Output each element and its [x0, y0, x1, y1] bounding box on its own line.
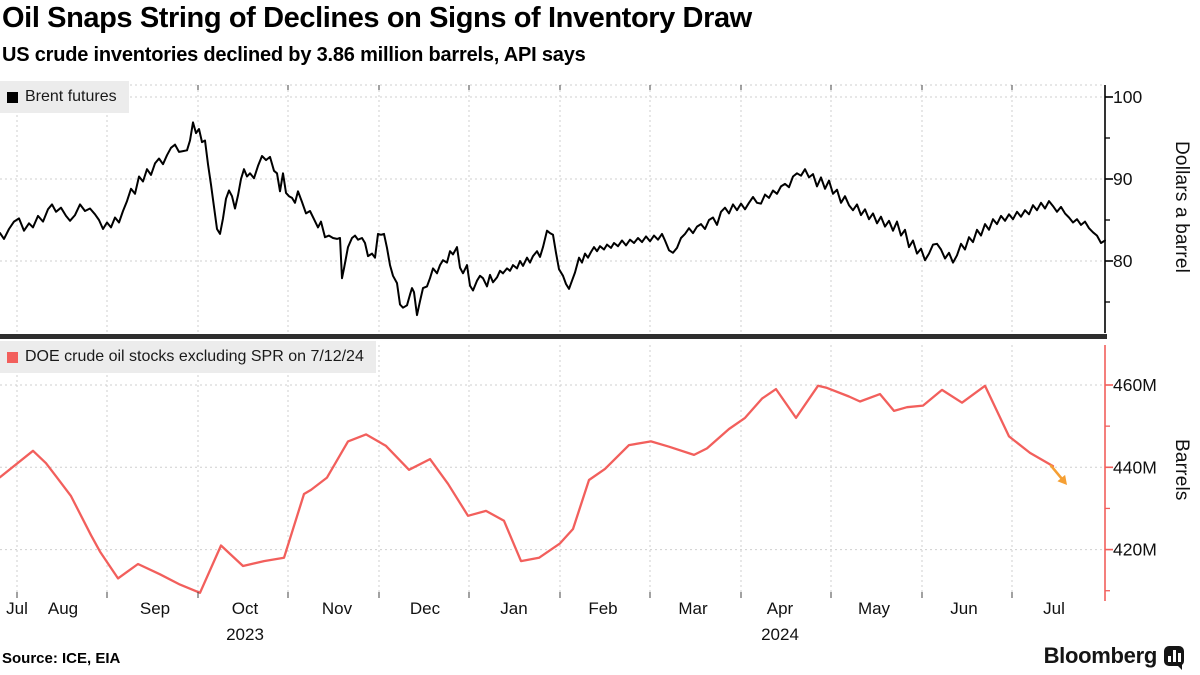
- x-month-label: Jun: [950, 599, 977, 618]
- x-month-label: Feb: [588, 599, 617, 618]
- legend-doe: DOE crude oil stocks excluding SPR on 7/…: [0, 341, 376, 373]
- y-tick-label: 460M: [1113, 375, 1157, 395]
- bloomberg-logo: Bloomberg: [1043, 643, 1184, 670]
- doe-swatch-icon: [7, 351, 18, 363]
- x-month-label: Sep: [140, 599, 170, 618]
- x-month-label: Jul: [6, 599, 28, 618]
- y-tick-label: 420M: [1113, 540, 1157, 560]
- x-month-label: Jan: [500, 599, 527, 618]
- bloomberg-wordmark: Bloomberg: [1043, 643, 1158, 668]
- x-month-label: Mar: [678, 599, 708, 618]
- x-year-label: 2023: [226, 625, 264, 644]
- x-month-label: Apr: [767, 599, 794, 618]
- y-tick-label: 100: [1113, 87, 1142, 107]
- legend-doe-label: DOE crude oil stocks excluding SPR on 7/…: [25, 348, 364, 365]
- x-month-label: May: [858, 599, 891, 618]
- y-tick-label: 440M: [1113, 457, 1157, 477]
- y-tick-label: 90: [1113, 169, 1133, 189]
- panel-separator: [0, 334, 1107, 339]
- bloomberg-terminal-icon: [1164, 646, 1184, 670]
- inventory-draw-arrow: [1049, 464, 1063, 480]
- x-month-label: Nov: [322, 599, 353, 618]
- axis-title-barrels: Barrels: [1171, 439, 1192, 501]
- legend-brent-label: Brent futures: [25, 88, 117, 105]
- x-year-label: 2024: [761, 625, 799, 644]
- source-note: Source: ICE, EIA: [2, 650, 121, 667]
- x-month-label: Oct: [232, 599, 259, 618]
- page-title: Oil Snaps String of Declines on Signs of…: [2, 2, 752, 34]
- legend-brent: Brent futures: [0, 81, 129, 113]
- brent-line: [0, 121, 1106, 317]
- x-month-label: Dec: [410, 599, 441, 618]
- page-subtitle: US crude inventories declined by 3.86 mi…: [2, 44, 586, 66]
- y-tick-label: 80: [1113, 251, 1133, 271]
- axis-title-dollars-a-barrel: Dollars a barrel: [1171, 141, 1192, 274]
- brent-swatch-icon: [7, 91, 18, 103]
- x-month-label: Jul: [1043, 599, 1065, 618]
- inventory-draw-arrowhead: [1057, 474, 1067, 485]
- x-month-label: Aug: [48, 599, 78, 618]
- doe-line: [0, 384, 1055, 594]
